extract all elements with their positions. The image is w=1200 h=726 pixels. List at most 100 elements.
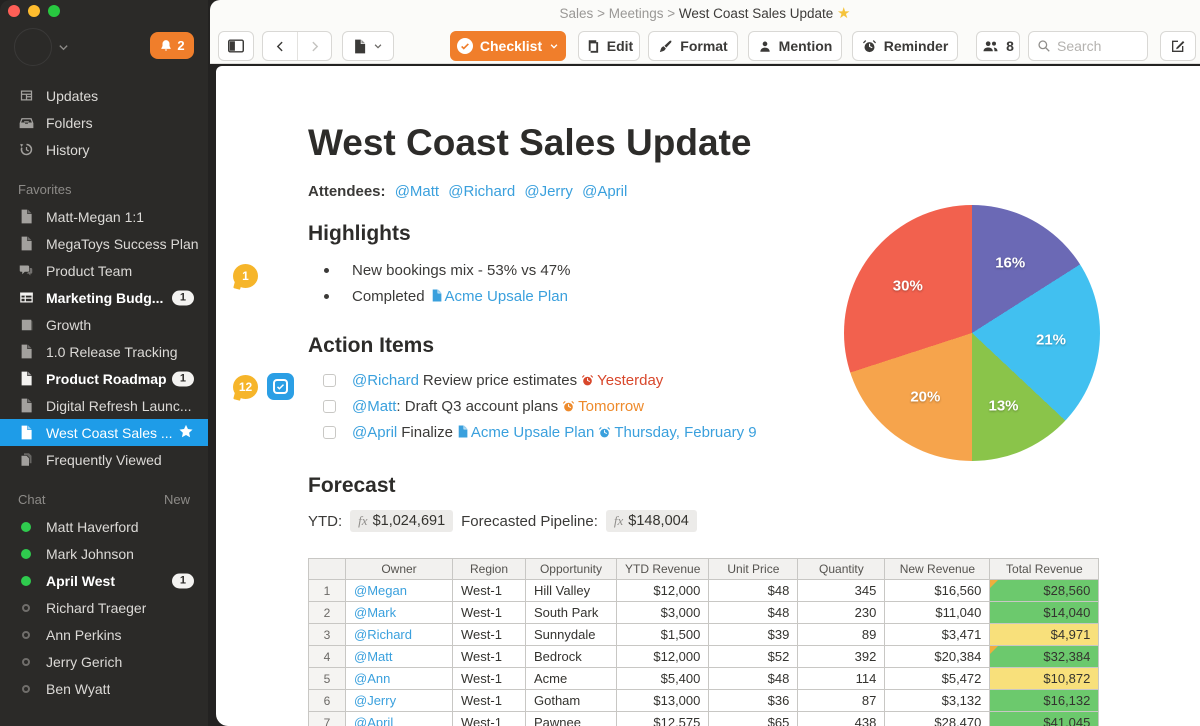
highlighted-cell[interactable]: $10,872 [989, 667, 1100, 690]
members-button[interactable]: 8 [976, 31, 1020, 61]
table-row[interactable]: 2 @Mark West-1 South Park $3,000 $48 230… [308, 601, 1100, 624]
sidebar-item-label: History [46, 141, 90, 158]
document-icon [355, 39, 366, 53]
chat-item[interactable]: Ann Perkins [0, 621, 208, 648]
sidebar-toggle-button[interactable] [218, 31, 254, 61]
mention-button[interactable]: Mention [748, 31, 842, 61]
checkbox[interactable] [323, 374, 336, 387]
highlighted-cell[interactable]: $41,045 [989, 711, 1100, 726]
comment-count-badge[interactable]: 12 [233, 375, 258, 399]
back-button[interactable] [263, 32, 297, 60]
page-title[interactable]: West Coast Sales Update [308, 122, 752, 163]
mention-link[interactable]: @Jerry [524, 183, 573, 200]
sidebar-item-folders[interactable]: Folders [0, 109, 208, 136]
table-row[interactable]: 4 @Matt West-1 Bedrock $12,000 $52 392 $… [308, 645, 1100, 668]
mention-link[interactable]: @April [345, 711, 453, 726]
sidebar-item-favorite[interactable]: MegaToys Success Plan [0, 230, 208, 257]
document-menu-button[interactable] [342, 31, 394, 61]
table-row[interactable]: 1 @Megan West-1 Hill Valley $12,000 $48 … [308, 579, 1100, 602]
sidebar-item-history[interactable]: History [0, 136, 208, 163]
mention-link[interactable]: @Matt [352, 398, 397, 415]
comment-count-badge[interactable]: 1 [233, 264, 258, 288]
document-link[interactable]: Acme Upsale Plan [444, 288, 568, 305]
zoom-window-button[interactable] [48, 5, 60, 17]
favorite-star-icon[interactable]: ★ [837, 5, 851, 22]
chat-item[interactable]: Ben Wyatt [0, 675, 208, 702]
format-button[interactable]: Format [648, 31, 738, 61]
chat-item[interactable]: Richard Traeger [0, 594, 208, 621]
chat-item[interactable]: April West 1 [0, 567, 208, 594]
due-date[interactable]: Thursday, February 9 [598, 424, 757, 441]
breadcrumb[interactable]: Sales > Meetings > West Coast Sales Upda… [559, 5, 851, 22]
due-date[interactable]: Tomorrow [562, 398, 644, 415]
mention-link[interactable]: @April [352, 424, 398, 441]
forward-button[interactable] [297, 32, 331, 60]
sidebar-item-favorite-selected[interactable]: West Coast Sales ... [0, 419, 208, 446]
checklist-button[interactable]: Checklist [450, 31, 566, 61]
mention-link[interactable]: @April [582, 183, 628, 200]
mention-link[interactable]: @Megan [345, 579, 453, 602]
table-row[interactable]: 7 @April West-1 Pawnee $12,575 $65 438 $… [308, 711, 1100, 726]
bullet-item[interactable]: New bookings mix - 53% vs 47% [324, 262, 570, 279]
compose-button[interactable] [1160, 31, 1196, 61]
avatar[interactable] [14, 28, 52, 66]
mention-link[interactable]: @Ann [345, 667, 453, 690]
highlighted-cell[interactable]: $32,384 [989, 645, 1100, 668]
reminder-button[interactable]: Reminder [852, 31, 958, 61]
sidebar-item-updates[interactable]: Updates [0, 82, 208, 109]
table-row[interactable]: 3 @Richard West-1 Sunnydale $1,500 $39 8… [308, 623, 1100, 646]
highlighted-cell[interactable]: $14,040 [989, 601, 1100, 624]
mention-link[interactable]: @Jerry [345, 689, 453, 712]
mention-link[interactable]: @Matt [394, 183, 440, 200]
formula-value[interactable]: fx $148,004 [605, 510, 697, 532]
new-chat-button[interactable]: New [163, 492, 190, 507]
table-row[interactable]: 6 @Jerry West-1 Gotham $13,000 $36 87 $3… [308, 689, 1100, 712]
sidebar-item-favorite[interactable]: 1.0 Release Tracking [0, 338, 208, 365]
action-item[interactable]: @Matt : Draft Q3 account plans Tomorrow [323, 398, 644, 415]
chat-item[interactable]: Jerry Gerich [0, 648, 208, 675]
pie-slice-label: 16% [995, 254, 1026, 272]
sidebar-item-favorite[interactable]: Product Team [0, 257, 208, 284]
mention-link[interactable]: @Richard [345, 623, 453, 646]
mention-link[interactable]: @Richard [448, 183, 516, 200]
checkbox[interactable] [323, 400, 336, 413]
action-item[interactable]: @April Finalize Acme Upsale Plan Thursda… [323, 424, 757, 441]
bullet-item[interactable]: Completed Acme Upsale Plan [324, 288, 568, 305]
checklist-section-badge[interactable] [267, 373, 294, 400]
notifications-button[interactable]: 2 [150, 32, 194, 59]
close-window-button[interactable] [8, 5, 20, 17]
bullet-icon [324, 268, 329, 273]
search-input[interactable] [1057, 38, 1137, 54]
mention-link[interactable]: @Richard [352, 372, 419, 389]
document-page[interactable]: West Coast Sales Update Attendees: @Matt… [216, 66, 1200, 726]
action-item[interactable]: @Richard Review price estimates Yesterda… [323, 372, 663, 389]
document-link[interactable]: Acme Upsale Plan [470, 424, 595, 441]
highlighted-cell[interactable]: $4,971 [989, 623, 1100, 646]
minimize-window-button[interactable] [28, 5, 40, 17]
sidebar-item-favorite[interactable]: Growth [0, 311, 208, 338]
edit-icon [588, 39, 598, 53]
mention-link[interactable]: @Matt [345, 645, 453, 668]
chat-item[interactable]: Matt Haverford [0, 513, 208, 540]
sidebar-item-favorite[interactable]: Digital Refresh Launc... [0, 392, 208, 419]
account-menu[interactable] [14, 28, 69, 66]
highlighted-cell[interactable]: $16,132 [989, 689, 1100, 712]
sidebar-item-favorite[interactable]: Product Roadmap 1 [0, 365, 208, 392]
due-date[interactable]: Yesterday [581, 372, 663, 389]
document-link-icon [431, 289, 442, 306]
search-box[interactable] [1028, 31, 1148, 61]
table-row[interactable]: 5 @Ann West-1 Acme $5,400 $48 114 $5,472… [308, 667, 1100, 690]
highlighted-cell[interactable]: $28,560 [989, 579, 1100, 602]
checkbox[interactable] [323, 426, 336, 439]
mention-link[interactable]: @Mark [345, 601, 453, 624]
edit-button[interactable]: Edit [578, 31, 640, 61]
sidebar-item-favorite[interactable]: Matt-Megan 1:1 [0, 203, 208, 230]
forecast-heading: Forecast [308, 474, 396, 497]
document-icon [18, 398, 34, 414]
formula-value[interactable]: fx $1,024,691 [350, 510, 454, 532]
sidebar-item-favorite[interactable]: Marketing Budg... 1 [0, 284, 208, 311]
chevron-down-icon [59, 44, 68, 50]
forecast-table[interactable]: Owner Region Opportunity YTD Revenue Uni… [308, 558, 1100, 726]
chat-item[interactable]: Mark Johnson [0, 540, 208, 567]
sidebar-item-frequently-viewed[interactable]: Frequently Viewed [0, 446, 208, 473]
